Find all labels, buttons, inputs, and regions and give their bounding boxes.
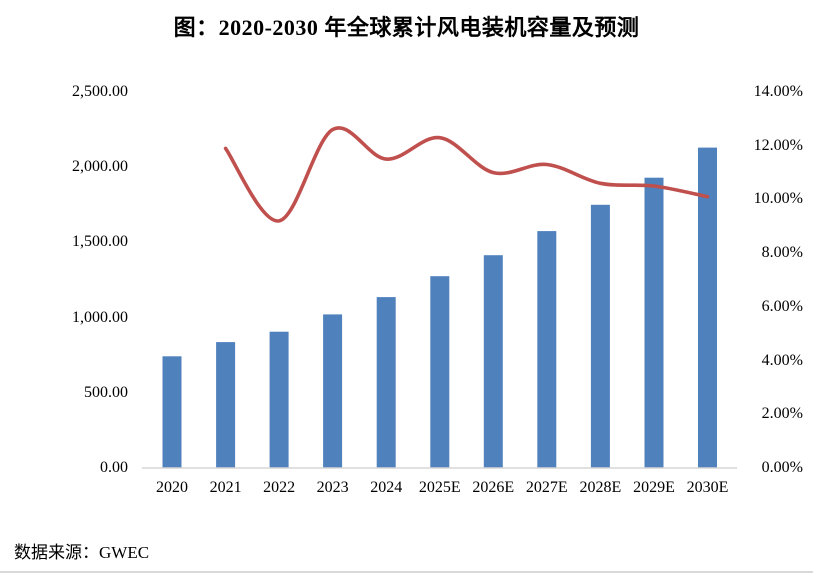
chart-title: 图：2020-2030 年全球累计风电装机容量及预测 [173, 15, 640, 40]
left-axis-tick-0: 0.00 [100, 459, 128, 476]
bar-2023 [323, 314, 343, 468]
left-axis-tick-2: 1,000.00 [72, 308, 128, 326]
left-axis-tick-5: 2,500.00 [72, 83, 128, 100]
right-axis-tick-2: 4.00% [761, 351, 803, 369]
x-axis-label-2024: 2024 [370, 479, 403, 496]
left-axis-tick-1: 500.00 [84, 383, 128, 401]
bar-2020 [162, 356, 182, 468]
right-axis-tick-7: 14.00% [753, 83, 803, 100]
bar-2022 [269, 331, 289, 468]
bar-2028E [590, 204, 610, 469]
x-axis-label-2028E: 2028E [579, 479, 622, 496]
x-axis-label-2029E: 2029E [633, 479, 675, 496]
bar-2029E [644, 177, 664, 468]
growth-rate-line [223, 126, 710, 223]
x-axis-label-2021: 2021 [209, 479, 242, 496]
right-axis-tick-5: 10.00% [753, 190, 803, 208]
x-axis-label-2023: 2023 [316, 479, 349, 496]
data-source-label: 数据来源：GWEC [14, 543, 150, 562]
x-axis-label-2027E: 2027E [525, 479, 568, 496]
bar-2026E [483, 255, 503, 468]
right-axis-tick-6: 12.00% [753, 136, 803, 154]
bar-series [162, 147, 717, 469]
x-axis-label-2030E: 2030E [686, 479, 729, 496]
bottom-divider [0, 571, 813, 573]
x-axis-label-2020: 2020 [156, 479, 188, 496]
x-axis-label-2025E: 2025E [418, 479, 461, 496]
left-axis-tick-3: 1,500.00 [72, 233, 128, 251]
bar-2024 [376, 297, 396, 468]
right-axis-tick-0: 0.00% [761, 459, 803, 476]
bar-2025E [430, 276, 450, 468]
x-axis-label-2026E: 2026E [472, 479, 515, 496]
bar-2030E [698, 147, 717, 468]
right-axis-tick-1: 2.00% [761, 405, 803, 423]
right-axis-tick-3: 6.00% [761, 297, 803, 315]
left-axis-tick-4: 2,000.00 [72, 158, 128, 176]
x-axis-label-2022: 2022 [263, 479, 296, 496]
right-axis-tick-4: 8.00% [761, 244, 803, 262]
bar-2027E [537, 231, 557, 468]
bar-2021 [216, 342, 236, 468]
